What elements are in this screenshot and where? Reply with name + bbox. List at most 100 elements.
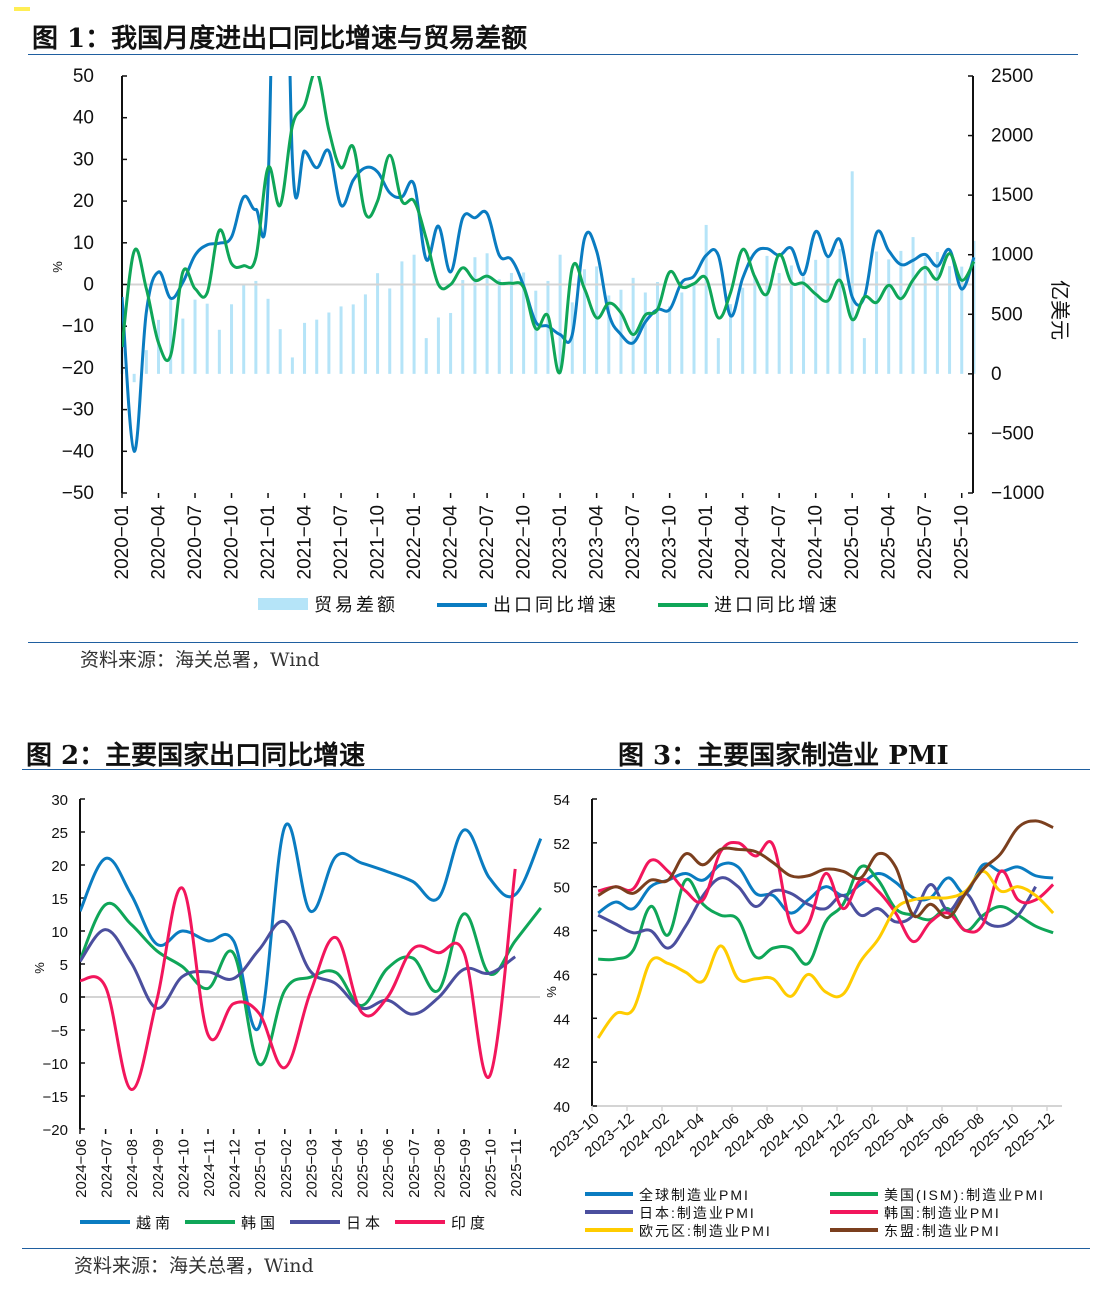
x-tick-label: 2023−01 (550, 505, 571, 580)
bar-trade-balance (424, 338, 428, 374)
y-tick-label: −40 (62, 441, 94, 462)
legend-label: 日本 (346, 1215, 384, 1232)
x-tick-label: 2025−11 (508, 1139, 525, 1197)
series-line-欧元区:制造业PMI (596, 869, 1055, 1039)
bar-trade-balance (327, 312, 331, 374)
bar-trade-balance (729, 304, 732, 374)
bar-trade-balance (363, 294, 367, 374)
bar-trade-balance (643, 292, 647, 374)
x-tick-label: 2025−02 (278, 1139, 295, 1198)
highlight-mark (14, 7, 30, 11)
series-line-越南 (80, 822, 543, 1032)
y-tick-label-right: 2500 (991, 66, 1033, 87)
chart1: 50 40 30 20 10 0 −10 −20 −30 −40 −50 2500 2000 1500 10… (50, 66, 1071, 615)
bar-trade-balance (266, 298, 270, 374)
x-tick-label: 2025−01 (842, 505, 863, 580)
y-axis-label: % (544, 986, 559, 998)
y-tick-label: 0 (60, 990, 68, 1007)
bar-trade-balance (509, 272, 513, 374)
bar-trade-balance (838, 248, 842, 374)
y-axis-label: % (32, 962, 47, 974)
legend-label: 全球制造业PMI (639, 1187, 750, 1203)
y-tick-label-right: 0 (991, 364, 1002, 385)
legend-label: 欧元区:制造业PMI (639, 1223, 772, 1239)
bar-trade-balance (765, 255, 769, 374)
bar-trade-balance (254, 280, 258, 374)
x-tick-label: 2021−04 (295, 505, 316, 580)
x-tick-label: 2022−10 (514, 505, 535, 580)
legend-label: 韩国 (241, 1215, 279, 1232)
bar-trade-balance (862, 338, 866, 374)
bar-trade-balance (144, 350, 148, 374)
bar-trade-balance (753, 275, 757, 374)
bar-trade-balance (923, 256, 927, 374)
bar-trade-balance (193, 299, 197, 374)
bar-trade-balance (668, 306, 672, 374)
legend-label: 进口同比增速 (714, 595, 840, 615)
bar-trade-balance (655, 281, 659, 374)
x-tick-label: 2024−10 (806, 505, 827, 580)
x-tick-label: 2025−08 (431, 1139, 448, 1198)
x-tick-label: 2025−05 (355, 1139, 372, 1198)
x-tick-label: 2020−07 (185, 505, 206, 580)
bar-trade-balance (205, 303, 209, 374)
legend-label: 韩国:制造业PMI (884, 1205, 1001, 1221)
bar-trade-balance (497, 279, 501, 374)
bar-trade-balance (619, 289, 623, 374)
x-tick-label: 2021−10 (368, 505, 389, 580)
bottom-source: 资料来源：海关总署，Wind (74, 1255, 314, 1277)
y-axis-label-right: 亿美元 (1048, 280, 1071, 340)
y-tick-label: −10 (43, 1056, 68, 1073)
x-tick-label: 2020−10 (222, 505, 243, 580)
legend-label: 东盟:制造业PMI (884, 1223, 1001, 1239)
x-tick-label: 2024−06 (73, 1139, 90, 1198)
bar-trade-balance (716, 338, 720, 374)
y-tick-label-right: 500 (991, 304, 1023, 325)
x-tick-label: 2024−07 (769, 505, 790, 580)
x-tick-label: 2022−04 (441, 505, 462, 580)
y-tick-label: −50 (62, 483, 94, 504)
bar-trade-balance (169, 298, 173, 374)
y-tick-label: −10 (62, 316, 94, 337)
bar-trade-balance (558, 254, 562, 374)
y-tick-label: 0 (83, 275, 94, 296)
series-line-进口同比增速 (122, 76, 976, 375)
divider (28, 642, 1078, 643)
x-tick-label: 2024−10 (175, 1139, 192, 1198)
x-tick-label: 2024−09 (150, 1139, 167, 1198)
x-tick-label: 2024−07 (99, 1139, 116, 1198)
legend-label: 日本:制造业PMI (639, 1205, 756, 1221)
bar-trade-balance (680, 292, 684, 374)
x-tick-label: 2020−04 (149, 505, 170, 580)
bar-trade-balance (436, 317, 440, 374)
y-tick-label: 15 (51, 891, 68, 908)
x-tick-label: 2025−10 (483, 1139, 500, 1198)
y-tick-label-right: 2000 (991, 126, 1033, 147)
y-tick-label: 30 (51, 792, 68, 809)
bar-trade-balance (802, 276, 806, 374)
figure1-title: 图 1：我国月度进出口同比增速与贸易差额 (32, 24, 528, 54)
bar-trade-balance (582, 269, 586, 374)
bar-trade-balance (692, 284, 696, 374)
bar-trade-balance (960, 266, 964, 374)
bar-trade-balance (948, 266, 952, 374)
y-tick-label: 10 (51, 924, 68, 941)
legend-label: 美国(ISM):制造业PMI (884, 1187, 1045, 1203)
x-tick-label: 2025−01 (252, 1139, 269, 1198)
bar-trade-balance (473, 257, 477, 374)
bar-trade-balance (303, 322, 307, 374)
y-tick-label: 40 (553, 1099, 570, 1116)
x-tick-label: 2025−10 (952, 505, 973, 580)
bar-trade-balance (278, 329, 282, 374)
y-tick-label: 40 (73, 108, 94, 129)
legend-label: 印度 (451, 1215, 489, 1232)
y-tick-label: 50 (553, 880, 570, 897)
bar-trade-balance (887, 259, 891, 374)
bar-trade-balance (400, 261, 404, 374)
x-tick-label: 2023−07 (623, 505, 644, 580)
figure3-title: 图 3：主要国家制造业 PMI (618, 741, 949, 771)
x-tick-label: 2023−10 (660, 505, 681, 580)
bar-trade-balance (595, 266, 599, 374)
divider (22, 1248, 1090, 1249)
